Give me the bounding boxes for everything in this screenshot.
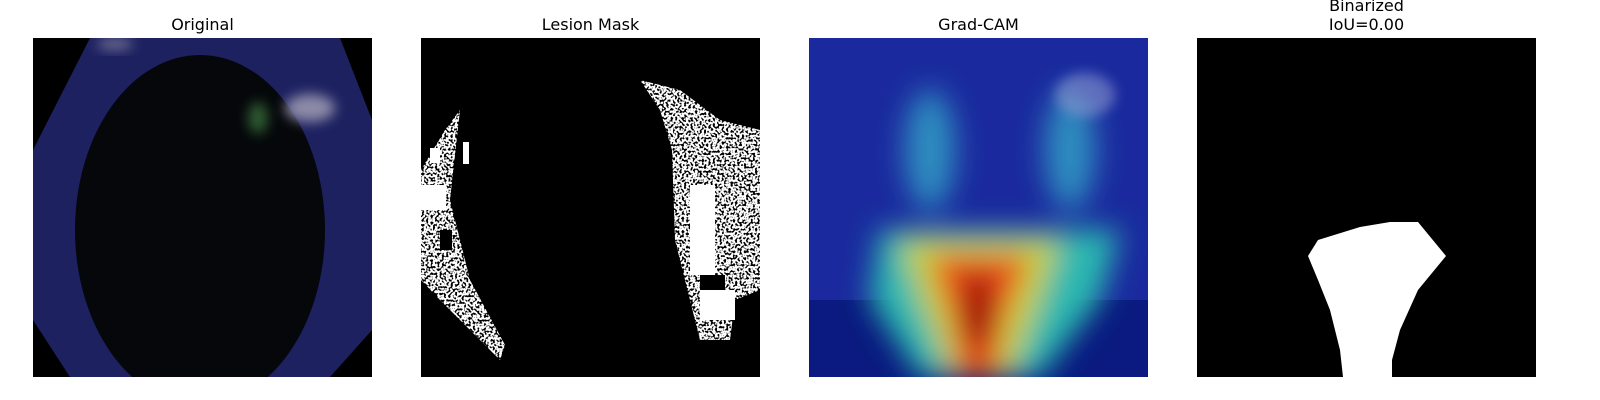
grad-cam-image: [809, 38, 1148, 377]
panel-title: Lesion Mask: [542, 15, 640, 34]
panel-title: IoU=0.00: [1329, 15, 1404, 34]
original-image: [33, 38, 372, 377]
lesion-mask-image: [421, 38, 760, 377]
panel-title: Grad-CAM: [938, 15, 1019, 34]
panel-title: Original: [171, 15, 234, 34]
titles: Original Lesion Mask Grad-CAM BinarizedIoU=…: [171, 0, 1404, 34]
panel-title: Binarized: [1329, 0, 1404, 15]
binarized-image: [1197, 38, 1536, 377]
